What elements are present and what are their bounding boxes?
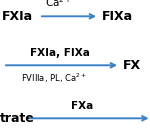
Text: FX: FX — [123, 59, 141, 72]
Text: Ca$^{2+}$: Ca$^{2+}$ — [45, 0, 72, 9]
Text: FXa: FXa — [71, 101, 94, 111]
Text: FVIIIa, PL, Ca$^{2+}$: FVIIIa, PL, Ca$^{2+}$ — [21, 72, 87, 86]
Text: trate: trate — [0, 112, 35, 125]
Text: FIXa: FIXa — [102, 10, 133, 23]
Text: FXIa, FIXa: FXIa, FIXa — [30, 48, 90, 58]
Text: FXIa: FXIa — [2, 10, 33, 23]
